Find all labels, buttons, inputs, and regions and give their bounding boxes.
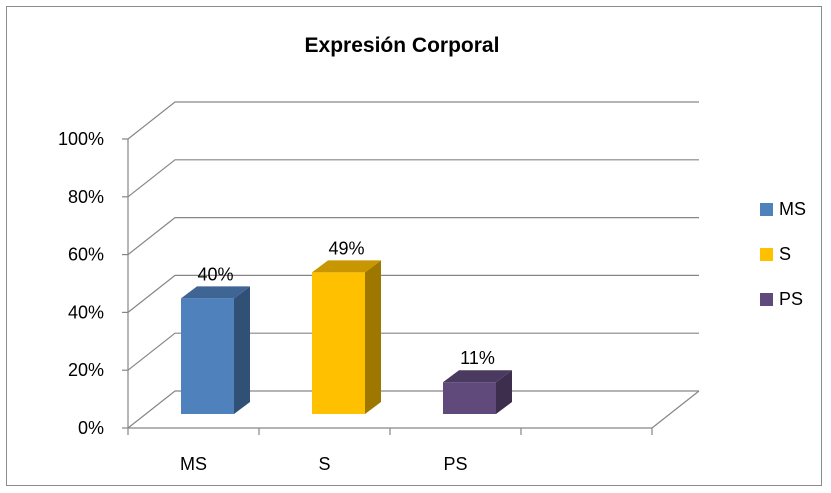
bar-top-face: [181, 286, 250, 299]
bar-side-face: [496, 370, 512, 414]
x-tick-label: MS: [180, 454, 207, 474]
legend-label: S: [779, 244, 791, 264]
legend-item: PS: [760, 289, 803, 309]
gridline: [127, 217, 699, 256]
legend-label: MS: [779, 199, 806, 219]
bar-s: [312, 260, 381, 414]
bar-top-face: [443, 370, 512, 383]
chart-title: Expresión Corporal: [305, 34, 500, 57]
legend-item: S: [760, 244, 791, 264]
bar-top-face: [312, 260, 381, 273]
gridline: [127, 390, 699, 429]
chart-frame: [6, 6, 822, 486]
x-tick-label: PS: [443, 454, 467, 474]
y-tick-label: 100%: [58, 129, 104, 149]
data-label: 49%: [328, 238, 364, 258]
gridline: [127, 332, 699, 371]
y-tick-label: 60%: [68, 245, 104, 265]
gridline: [127, 101, 699, 140]
y-tick-label: 40%: [68, 302, 104, 322]
y-tick-label: 80%: [68, 187, 104, 207]
gridline: [127, 274, 699, 313]
bars: [181, 260, 512, 414]
legend-swatch: [760, 203, 773, 216]
x-tick-label: S: [318, 454, 330, 474]
legend-label: PS: [779, 289, 803, 309]
legend-swatch: [760, 293, 773, 306]
bar-ps: [443, 370, 512, 414]
bar-front-face: [312, 272, 365, 414]
y-tick-label: 20%: [68, 360, 104, 380]
axes: 0% 20% 40% 60% 80% 100% MS S PS: [58, 129, 653, 474]
legend-swatch: [760, 248, 773, 261]
gridline: [127, 159, 699, 198]
bar-front-face: [443, 382, 496, 414]
data-labels: 40% 49% 11%: [197, 238, 494, 368]
bar-side-face: [234, 286, 250, 414]
data-label: 40%: [197, 264, 233, 284]
gridlines: [127, 101, 700, 429]
y-tick-label: 0%: [78, 418, 104, 438]
data-label: 11%: [460, 348, 495, 368]
bar-ms: [181, 286, 250, 414]
legend: MS S PS: [760, 199, 806, 309]
bar-front-face: [181, 298, 234, 414]
legend-item: MS: [760, 199, 806, 219]
bar-side-face: [365, 260, 381, 414]
